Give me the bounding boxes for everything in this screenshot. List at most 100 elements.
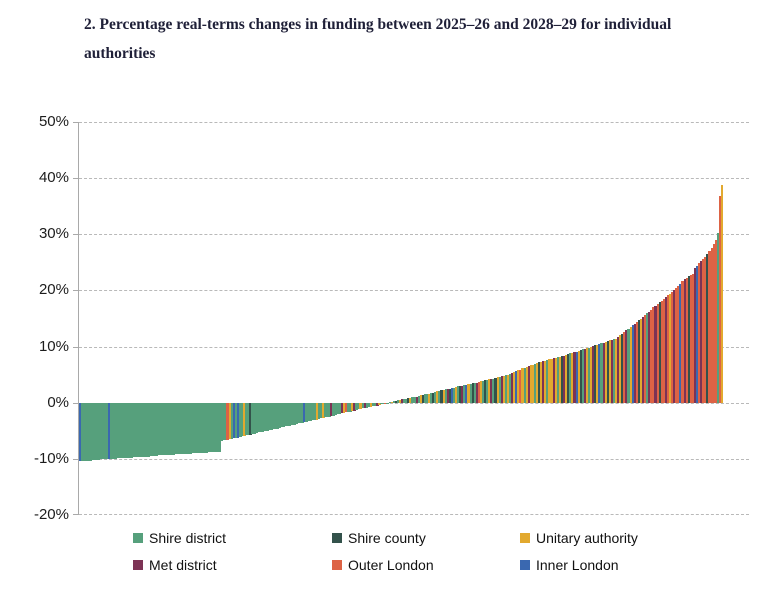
bar-outer-london [691,273,695,403]
bar-unitary-authority [502,375,506,403]
bar-unitary-authority [577,351,581,403]
bar-shire-district [137,402,140,458]
bar-met-district [542,361,545,403]
bar-shire-district [417,395,421,403]
bar-shire-district [149,402,153,457]
y-axis-label: -10% [33,449,69,467]
bar-inner-london [108,402,111,459]
bar-shire-county [421,394,425,403]
bar-shire-district [357,402,360,410]
y-axis-tick [73,290,79,292]
bar-shire-district [245,402,248,436]
bar-shire-district [361,402,365,409]
bar-shire-county [637,320,641,403]
bar-outer-london [652,307,655,403]
bar-shire-district [469,383,473,403]
y-axis-tick [73,402,79,404]
bar-met-district [693,267,697,403]
bar-shire-district [349,402,352,412]
bar-shire-county [471,383,475,403]
bar-unitary-authority [614,338,618,403]
bar-met-district [461,385,464,403]
bar-unitary-authority [369,402,373,407]
bar-shire-district [492,378,495,403]
bar-shire-county [249,402,252,435]
bar-met-district [527,366,531,403]
bar-shire-district [166,402,169,455]
bar-unitary-authority [521,368,525,403]
bar-outer-london [666,295,670,403]
bar-outer-london [671,292,674,403]
bar-shire-district [191,402,194,454]
bar-inner-london [679,283,682,403]
bar-shire-district [153,402,157,457]
bar-shire-district [255,402,259,434]
bar-shire-district [413,396,417,403]
bar-met-district [654,305,657,403]
bar-shire-district [546,360,549,403]
bar-shire-county [706,253,709,403]
bar-met-district [641,316,645,403]
bar-unitary-authority [550,358,554,403]
bar-unitary-authority [409,397,412,403]
bar-shire-district [371,402,375,407]
bar-shire-district [463,385,466,403]
bar-shire-district [187,402,190,454]
bar-unitary-authority [488,379,491,403]
bar-shire-district [147,402,151,457]
legend-label: Outer London [348,557,434,573]
bar-shire-district [247,402,250,435]
bar-shire-district [141,402,144,457]
bar-met-district [648,311,651,403]
bar-inner-london [232,402,236,439]
bar-unitary-authority [436,391,439,403]
bar-shire-district [133,402,136,458]
bar-shire-district [411,397,414,403]
bar-shire-county [494,378,498,403]
bar-unitary-authority [517,370,520,403]
bar-shire-district [139,402,142,458]
bar-unitary-authority [558,356,562,403]
legend-item-shire-county: Shire county [332,529,426,547]
bar-outer-london [656,303,660,403]
bar-unitary-authority [479,381,483,403]
bar-shire-district [600,343,603,403]
bar-shire-county [621,333,624,403]
bar-unitary-authority [322,402,325,418]
bar-shire-district [168,402,171,455]
bar-met-district [500,376,504,403]
bar-inner-london [450,388,454,403]
bar-shire-district [438,390,441,403]
bar-shire-district [430,393,433,403]
bar-unitary-authority [513,371,516,403]
bar-met-district [363,402,367,409]
bar-met-district [490,379,493,403]
bar-unitary-authority [608,340,612,403]
bar-met-district [573,352,576,403]
bar-shire-district [120,402,124,459]
bar-shire-district [268,402,271,431]
bar-shire-county [579,349,583,403]
bar-shire-district [332,402,335,416]
bar-unitary-authority [590,346,593,403]
bar-shire-district [241,402,244,437]
bar-outer-london [644,315,647,403]
bar-unitary-authority [536,362,539,403]
bar-shire-district [444,389,448,403]
y-axis-label: 20% [38,281,69,299]
bar-shire-district [452,387,456,403]
bar-shire-district [251,402,254,435]
bar-shire-district [346,402,350,412]
bar-outer-london [635,321,639,403]
bar-shire-district [189,402,192,454]
bar-shire-district [326,402,329,418]
bar-shire-district [473,382,477,403]
legend-item-outer-london: Outer London [332,556,434,574]
bar-shire-district [380,402,383,405]
legend-label: Shire county [348,530,426,546]
bar-shire-district [523,367,527,403]
bar-inner-london [515,371,518,403]
y-axis-label: 50% [38,113,69,130]
bar-unitary-authority [398,399,402,403]
